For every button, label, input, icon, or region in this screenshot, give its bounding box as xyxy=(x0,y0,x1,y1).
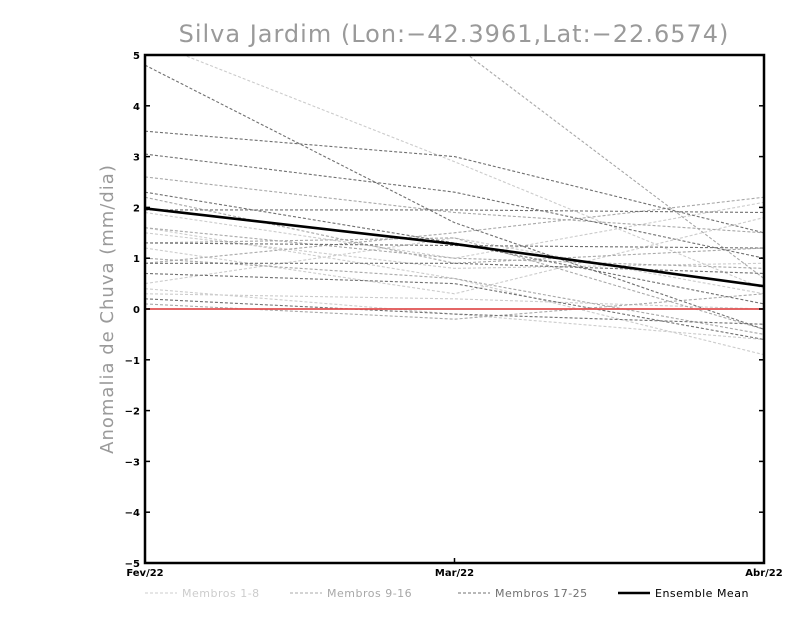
y-axis-label: Anomalia de Chuva (mm/dia) xyxy=(97,164,118,454)
series-line-m21 xyxy=(145,209,764,214)
series-line-m12 xyxy=(145,196,764,264)
series-line-m14 xyxy=(145,293,764,320)
series-line-m17 xyxy=(145,64,764,330)
series-line-m11 xyxy=(145,237,764,330)
series-line-m7 xyxy=(145,217,764,295)
y-ticks: 5 4 3 2 1 0 −1 −2 −3 −4 −5 xyxy=(125,51,764,570)
legend-label: Membros 17-25 xyxy=(495,587,588,600)
x-tick-label: Fev/22 xyxy=(126,568,163,579)
series-line-m2 xyxy=(145,201,764,259)
y-tick-label: 4 xyxy=(133,102,140,113)
y-tick-label: −5 xyxy=(125,559,140,570)
x-tick-label: Abr/22 xyxy=(745,568,782,579)
series-line-m19 xyxy=(145,153,764,259)
y-tick-label: −2 xyxy=(125,407,140,418)
x-tick-label: Mar/22 xyxy=(435,568,474,579)
series-line-m18 xyxy=(145,130,764,234)
ensemble-mean-line xyxy=(145,207,764,288)
legend-label: Membros 1-8 xyxy=(182,587,260,600)
x-ticks: Fev/22 Mar/22 Abr/22 xyxy=(126,558,783,579)
series-line-m16 xyxy=(145,196,764,264)
y-tick-label: −4 xyxy=(125,508,140,519)
series-line-m8 xyxy=(145,293,764,310)
chart-title: Silva Jardim (Lon:−42.3961,Lat:−22.6574) xyxy=(179,20,730,48)
y-tick-label: 1 xyxy=(133,254,140,265)
series-line-m1 xyxy=(182,55,764,290)
y-tick-label: 3 xyxy=(133,153,140,164)
legend-label: Membros 9-16 xyxy=(327,587,412,600)
series-line-m6 xyxy=(145,288,764,341)
y-tick-label: −1 xyxy=(125,356,140,367)
series-line-m15 xyxy=(145,257,764,335)
mean-layer xyxy=(145,207,764,288)
series-line-m13 xyxy=(145,227,764,269)
series-line-m22 xyxy=(145,242,764,249)
series-line-m3 xyxy=(145,227,764,356)
y-tick-label: 2 xyxy=(133,203,140,214)
series-layer xyxy=(145,55,764,356)
y-tick-label: −3 xyxy=(125,457,140,468)
legend-label: Ensemble Mean xyxy=(655,587,749,600)
y-tick-label: 5 xyxy=(133,51,140,62)
series-line-m23 xyxy=(145,262,764,274)
legend: Membros 1-8 Membros 9-16 Membros 17-25 Ense… xyxy=(145,587,749,600)
series-line-m25 xyxy=(145,298,764,325)
y-tick-label: 0 xyxy=(133,305,140,316)
series-line-m4 xyxy=(145,237,764,295)
series-line-m10 xyxy=(145,176,764,234)
